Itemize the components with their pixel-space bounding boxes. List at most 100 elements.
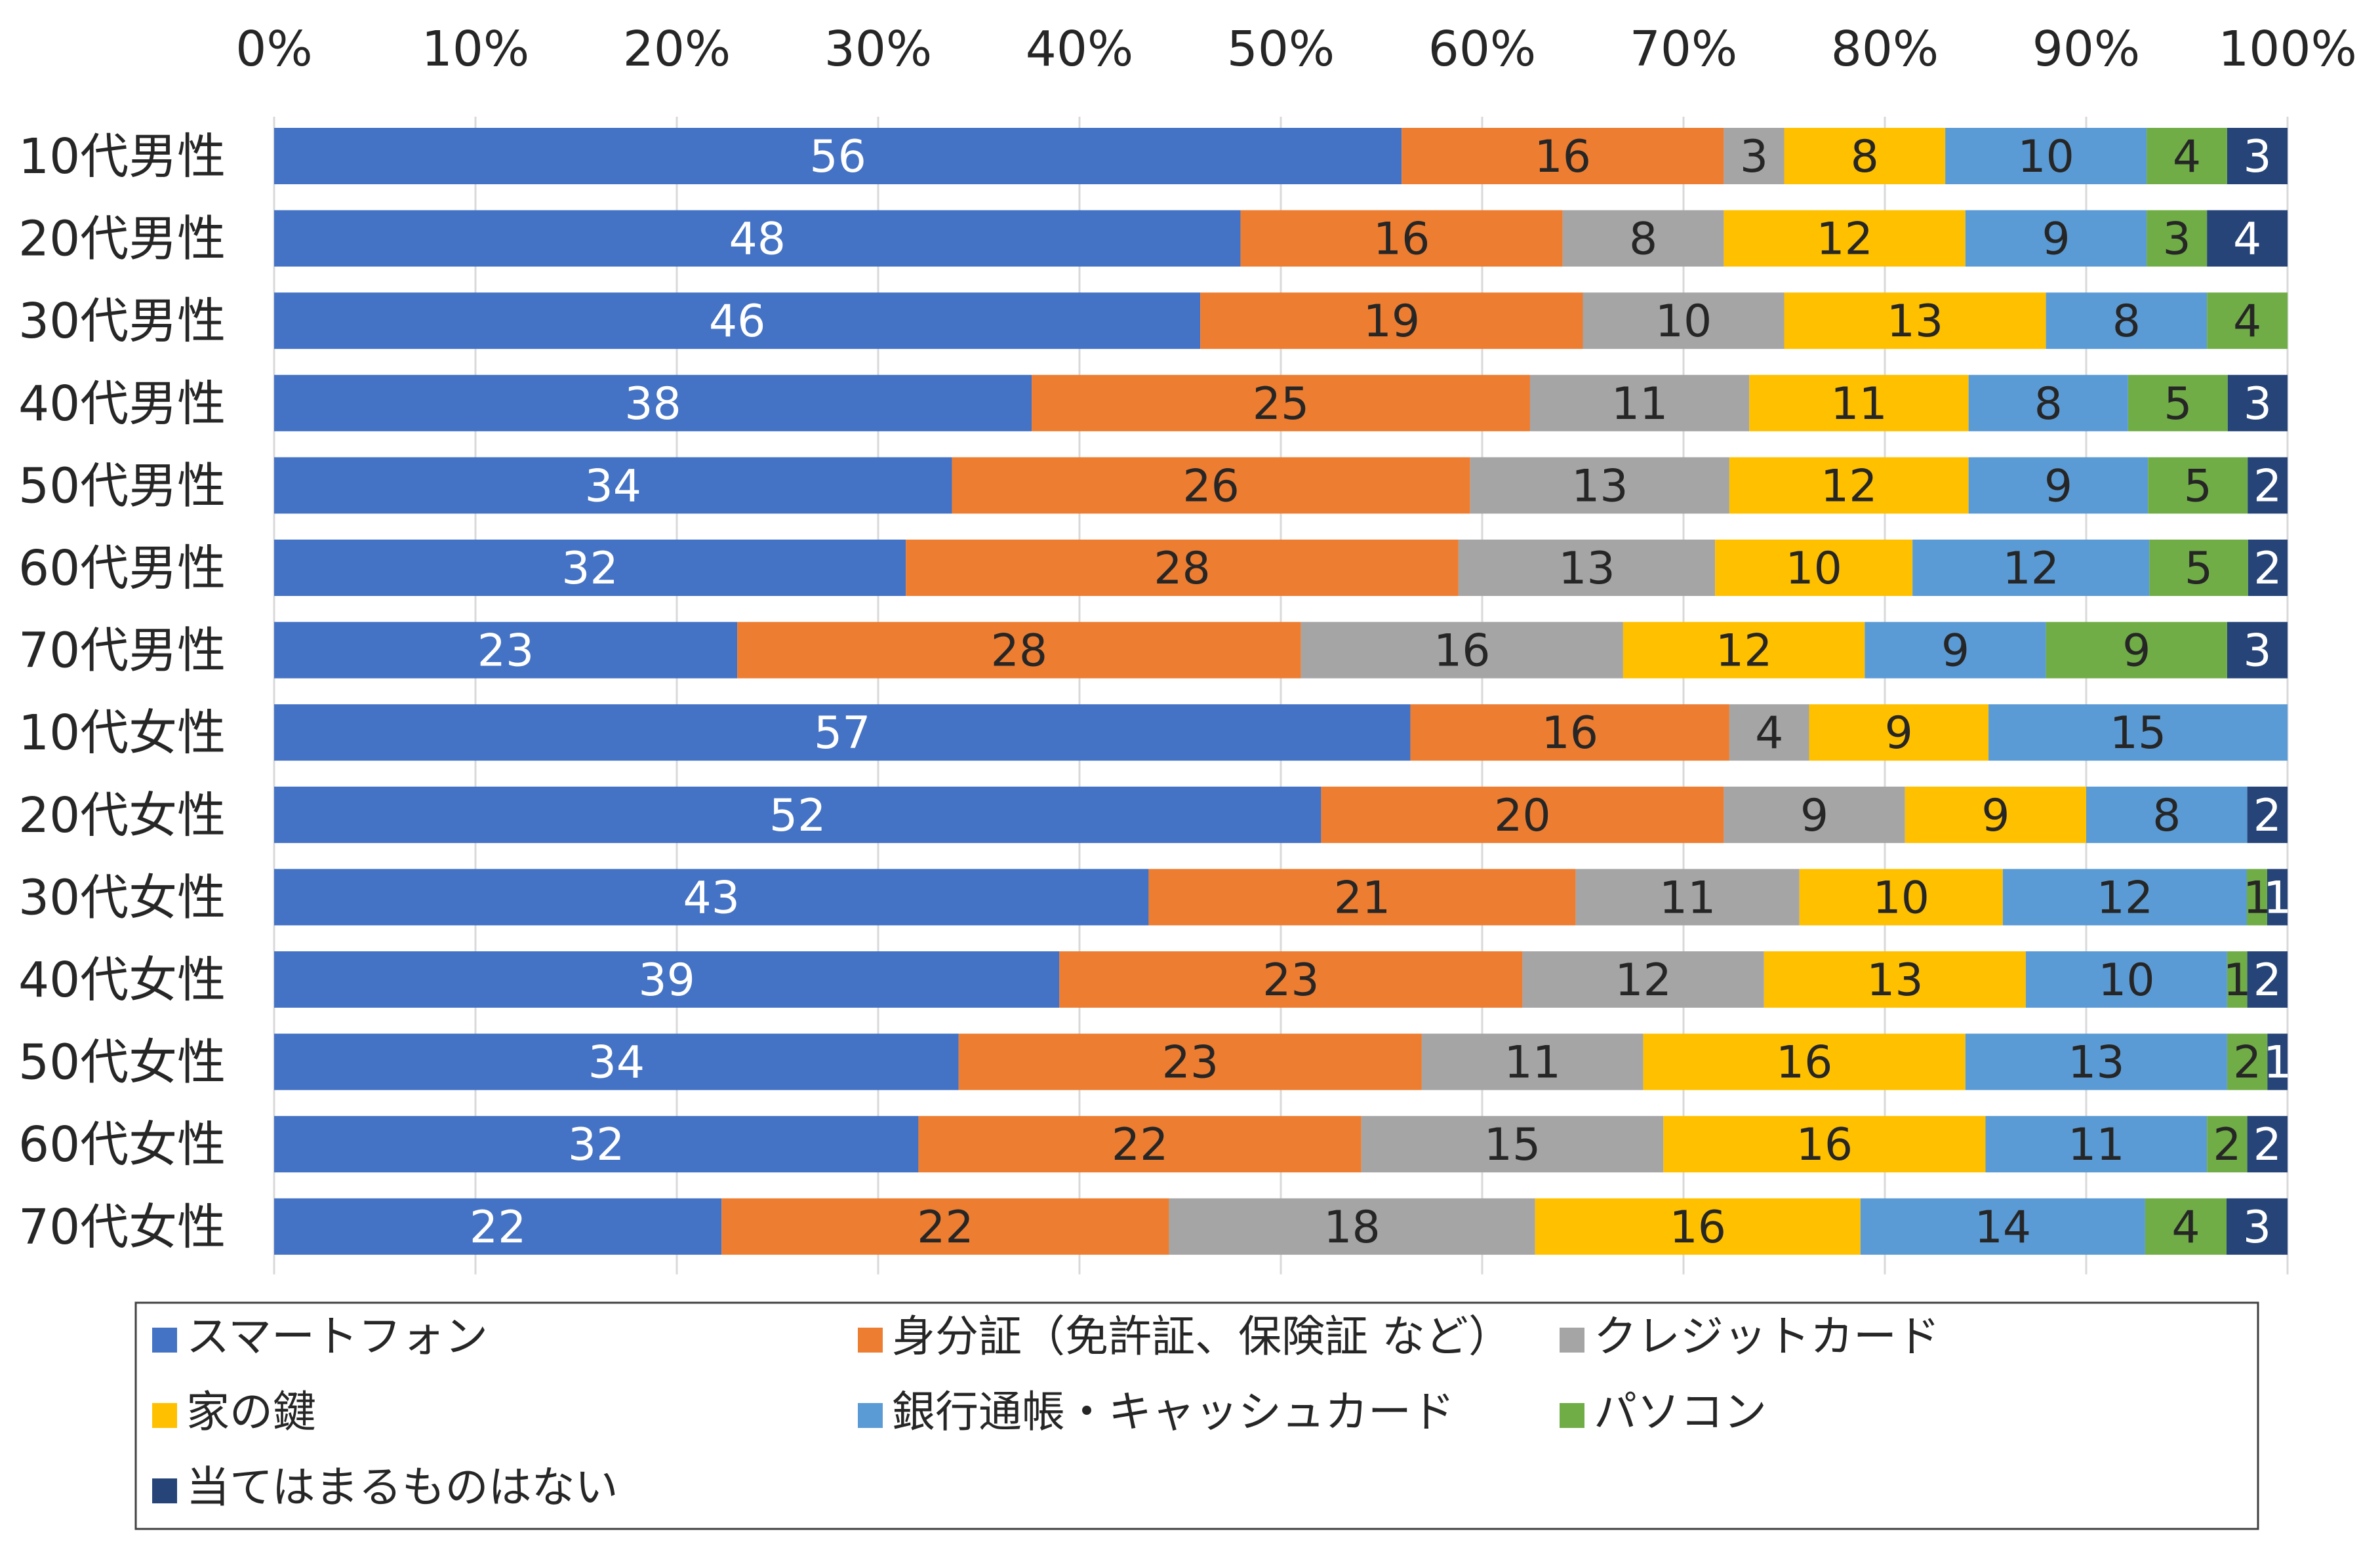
- bar-segment: [274, 128, 1402, 184]
- data-label: 23: [1162, 1037, 1219, 1089]
- bar-segment: [958, 1033, 1422, 1090]
- data-label: 32: [568, 1119, 625, 1171]
- legend-swatch: [1560, 1403, 1584, 1428]
- bar-segment: [274, 1198, 722, 1255]
- data-label: 46: [709, 296, 766, 347]
- category-label: 70代女性: [18, 1199, 226, 1256]
- category-label: 30代男性: [18, 293, 226, 349]
- bar-segment: [274, 786, 1321, 843]
- category-label: 40代女性: [18, 952, 226, 1008]
- x-tick-label: 40%: [1026, 21, 1133, 77]
- bar-segment: [1169, 1198, 1535, 1255]
- bar-segment: [2248, 457, 2288, 514]
- bar-segment: [2147, 210, 2208, 267]
- bar-segment: [1905, 786, 2086, 843]
- legend-swatch: [152, 1403, 177, 1428]
- data-label: 13: [1887, 296, 1944, 347]
- bar-segment: [1663, 1116, 1986, 1173]
- legend-label: パソコン: [1594, 1387, 1767, 1437]
- bar-segment: [1784, 292, 2046, 349]
- bar-segment: [1764, 951, 2026, 1008]
- data-label: 8: [2112, 296, 2141, 347]
- data-label: 8: [2034, 378, 2063, 430]
- bar-segment: [274, 1116, 919, 1173]
- x-tick-label: 50%: [1227, 21, 1335, 77]
- data-label: 43: [683, 872, 740, 924]
- bar-segment: [1985, 1116, 2208, 1173]
- data-label: 3: [2243, 131, 2271, 183]
- bar-segment: [1148, 869, 1576, 926]
- bar-segment: [1583, 292, 1785, 349]
- bar-segment: [2227, 128, 2288, 184]
- bar-segment: [1799, 869, 2003, 926]
- data-label: 19: [1363, 296, 1421, 347]
- data-label: 1: [2263, 872, 2291, 924]
- bar-segment: [1729, 457, 1969, 514]
- bar-segment: [1410, 704, 1729, 761]
- bar-segment: [2086, 786, 2248, 843]
- data-label: 21: [1334, 872, 1391, 924]
- bar-segment: [1968, 374, 2128, 431]
- bar-segment: [1988, 704, 2288, 761]
- data-label: 11: [1611, 378, 1668, 430]
- bar-segment: [274, 622, 738, 679]
- data-label: 9: [2042, 214, 2070, 266]
- bar-segment: [1562, 210, 1724, 267]
- bar-segment: [1715, 540, 1913, 596]
- legend-swatch: [858, 1328, 883, 1353]
- data-label: 39: [638, 955, 695, 1006]
- data-label: 1: [2223, 955, 2251, 1006]
- data-label: 25: [1253, 378, 1310, 430]
- bar-segment: [274, 374, 1032, 431]
- data-label: 2: [2253, 460, 2282, 512]
- bar-segment: [1535, 1198, 1861, 1255]
- bar-segment: [2147, 128, 2227, 184]
- bar-segment: [2226, 1198, 2288, 1255]
- data-label: 23: [477, 625, 534, 677]
- bar-segment: [2267, 869, 2288, 926]
- bar-segment: [1301, 622, 1623, 679]
- data-label: 2: [2253, 790, 2282, 842]
- bar-segment: [1402, 128, 1724, 184]
- bar-segment: [1575, 869, 1800, 926]
- data-label: 9: [1941, 625, 1969, 677]
- bar-segment: [1623, 622, 1865, 679]
- bar-segment: [1200, 292, 1583, 349]
- data-label: 28: [1154, 543, 1211, 595]
- data-label: 8: [2152, 790, 2181, 842]
- data-label: 16: [1434, 625, 1491, 677]
- x-axis-ticks: 0% 10% 20% 30% 40% 50% 60% 70% 80% 90% 100%: [235, 21, 2356, 77]
- data-label: 34: [584, 460, 641, 512]
- category-label: 40代男性: [18, 376, 226, 432]
- x-tick-label: 30%: [824, 21, 932, 77]
- bar-segment: [2227, 1033, 2268, 1090]
- data-label: 4: [2171, 1202, 2200, 1254]
- data-label: 10: [1655, 296, 1712, 347]
- data-label: 3: [2244, 378, 2272, 430]
- category-label: 50代女性: [18, 1035, 226, 1091]
- data-label: 20: [1494, 790, 1551, 842]
- bar-segment: [1240, 210, 1563, 267]
- bar-segment: [2145, 1198, 2227, 1255]
- x-tick-label: 90%: [2032, 21, 2140, 77]
- data-label: 12: [1816, 214, 1873, 266]
- category-label: 70代男性: [18, 623, 226, 679]
- bar-segment: [1965, 210, 2147, 267]
- bar-segment: [274, 210, 1241, 267]
- bar-segment: [1032, 374, 1530, 431]
- data-label: 2: [2253, 543, 2282, 595]
- data-label: 57: [814, 707, 871, 759]
- bar-segment: [1912, 540, 2150, 596]
- data-label: 10: [2017, 131, 2074, 183]
- bar-segment: [1470, 457, 1729, 514]
- data-label: 16: [1373, 214, 1430, 266]
- bar-segment: [1321, 786, 1724, 843]
- data-label: 9: [1800, 790, 1828, 842]
- bar-segment: [2046, 622, 2227, 679]
- bar-segment: [2207, 292, 2288, 349]
- data-label: 22: [917, 1202, 974, 1254]
- legend-label: クレジットカード: [1594, 1311, 1940, 1362]
- bar-segment: [1059, 951, 1523, 1008]
- data-label: 38: [624, 378, 681, 430]
- x-tick-label: 70%: [1630, 21, 1737, 77]
